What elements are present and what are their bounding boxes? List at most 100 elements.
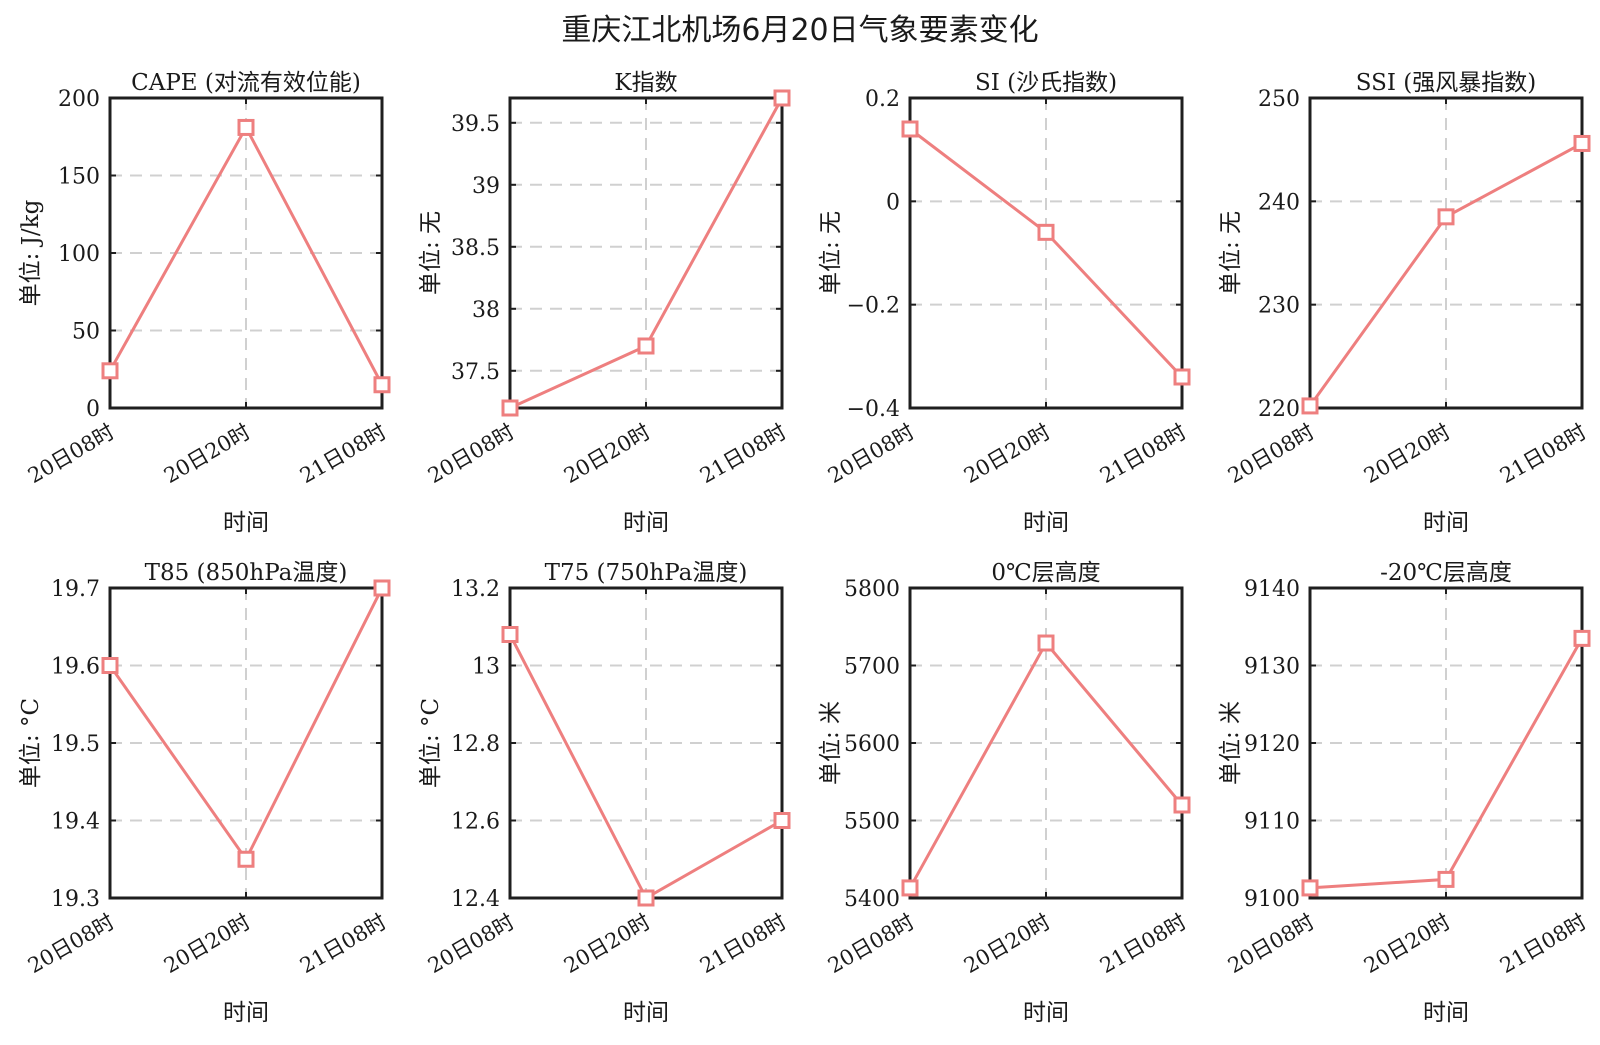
chart-title: T85 (850hPa温度) bbox=[145, 560, 348, 586]
x-axis-label: 时间 bbox=[223, 1000, 269, 1026]
y-axis-label: 单位: J/kg bbox=[18, 199, 44, 306]
plot-frame bbox=[908, 96, 1184, 410]
plot-frame bbox=[108, 586, 384, 900]
data-point-marker bbox=[1037, 634, 1055, 652]
y-axis-label: 单位: 无 bbox=[418, 211, 444, 295]
y-tick-label: 19.4 bbox=[51, 810, 100, 835]
y-tick-label: 5500 bbox=[844, 810, 900, 835]
x-tick-label: 20日08时 bbox=[824, 910, 919, 979]
data-point-marker bbox=[901, 120, 919, 138]
data-point-marker bbox=[1173, 368, 1191, 386]
y-tick-label: 240 bbox=[1258, 190, 1300, 215]
x-tick-label: 20日08时 bbox=[1224, 420, 1319, 489]
x-tick-label: 21日08时 bbox=[1096, 420, 1191, 489]
x-tick-label: 20日20时 bbox=[160, 420, 255, 489]
y-tick-label: 12.8 bbox=[451, 732, 500, 757]
data-point-marker bbox=[1573, 629, 1591, 647]
y-tick-label: 9130 bbox=[1244, 655, 1300, 680]
plot-frame bbox=[108, 96, 384, 410]
data-point-marker bbox=[237, 118, 255, 136]
y-tick-label: 9100 bbox=[1244, 887, 1300, 912]
chart-title: K指数 bbox=[614, 70, 677, 96]
x-axis-label: 时间 bbox=[623, 1000, 669, 1026]
x-axis-label: 时间 bbox=[623, 510, 669, 536]
data-point-marker bbox=[101, 362, 119, 380]
data-point-marker bbox=[637, 889, 655, 907]
chart-panel-6: 12.4 12.6 12.8 13 13.2 20日08时 20日20时 21日08时 T75 … bbox=[418, 560, 791, 1026]
x-axis-label: 时间 bbox=[223, 510, 269, 536]
y-tick-label: −0.4 bbox=[847, 397, 900, 422]
data-point-marker bbox=[501, 399, 519, 417]
x-tick-label: 20日20时 bbox=[160, 910, 255, 979]
data-point-marker bbox=[1173, 796, 1191, 814]
data-point-marker bbox=[637, 337, 655, 355]
y-tick-label: 19.7 bbox=[51, 577, 100, 602]
plot-frame bbox=[508, 96, 784, 410]
x-tick-label: 21日08时 bbox=[696, 420, 791, 489]
y-tick-label: −0.2 bbox=[847, 294, 900, 319]
y-tick-label: 39.5 bbox=[451, 112, 500, 137]
data-point-marker bbox=[1301, 397, 1319, 415]
x-axis-label: 时间 bbox=[1023, 1000, 1069, 1026]
chart-title: SI (沙氏指数) bbox=[975, 70, 1117, 96]
y-axis-label: 单位: 无 bbox=[818, 211, 844, 295]
x-tick-label: 20日20时 bbox=[960, 910, 1055, 979]
y-tick-label: 9120 bbox=[1244, 732, 1300, 757]
chart-panel-5: 19.3 19.4 19.5 19.6 19.7 20日08时 20日20时 21日08时 T8… bbox=[18, 560, 391, 1026]
x-tick-label: 20日08时 bbox=[24, 910, 119, 979]
data-point-marker bbox=[1437, 870, 1455, 888]
y-axis-label: 单位: 无 bbox=[1218, 211, 1244, 295]
x-tick-label: 20日20时 bbox=[1360, 420, 1455, 489]
x-axis-label: 时间 bbox=[1423, 510, 1469, 536]
y-tick-label: 19.6 bbox=[51, 655, 100, 680]
y-tick-label: 220 bbox=[1258, 397, 1300, 422]
x-tick-label: 20日08时 bbox=[424, 910, 519, 979]
x-tick-label: 20日08时 bbox=[1224, 910, 1319, 979]
x-tick-label: 20日08时 bbox=[24, 420, 119, 489]
y-tick-label: 37.5 bbox=[451, 360, 500, 385]
x-tick-label: 21日08时 bbox=[1496, 420, 1591, 489]
y-tick-label: 0 bbox=[886, 190, 900, 215]
y-tick-label: 250 bbox=[1258, 87, 1300, 112]
y-axis-label: 单位: °C bbox=[18, 698, 44, 788]
y-tick-label: 5700 bbox=[844, 655, 900, 680]
y-tick-label: 230 bbox=[1258, 294, 1300, 319]
y-axis-label: 单位: 米 bbox=[818, 701, 844, 785]
data-point-marker bbox=[1301, 879, 1319, 897]
y-tick-label: 38 bbox=[472, 298, 500, 323]
plot-frame bbox=[908, 586, 1184, 900]
chart-title: SSI (强风暴指数) bbox=[1356, 70, 1536, 96]
x-tick-label: 20日08时 bbox=[424, 420, 519, 489]
x-tick-label: 20日08时 bbox=[824, 420, 919, 489]
data-point-marker bbox=[501, 626, 519, 643]
chart-panel-4: 220 230 240 250 20日08时 20日20时 21日08时 SSI (强风暴指数… bbox=[1218, 70, 1591, 536]
y-tick-label: 0 bbox=[86, 397, 100, 422]
y-tick-label: 5800 bbox=[844, 577, 900, 602]
y-tick-label: 9110 bbox=[1244, 810, 1300, 835]
x-tick-label: 21日08时 bbox=[1496, 910, 1591, 979]
x-tick-label: 21日08时 bbox=[296, 910, 391, 979]
x-tick-label: 20日20时 bbox=[560, 910, 655, 979]
x-tick-label: 20日20时 bbox=[960, 420, 1055, 489]
chart-panel-3: −0.4 −0.2 0 0.2 20日08时 20日20时 21日08时 SI (沙氏指数) 时… bbox=[818, 70, 1191, 536]
y-tick-label: 5600 bbox=[844, 732, 900, 757]
data-point-marker bbox=[373, 579, 391, 597]
chart-title: T75 (750hPa温度) bbox=[545, 560, 748, 586]
x-axis-label: 时间 bbox=[1023, 510, 1069, 536]
data-point-marker bbox=[773, 89, 791, 107]
chart-title: -20℃层高度 bbox=[1380, 560, 1512, 586]
y-tick-label: 5400 bbox=[844, 887, 900, 912]
x-tick-label: 20日20时 bbox=[1360, 910, 1455, 979]
y-tick-label: 100 bbox=[58, 242, 100, 267]
y-tick-label: 150 bbox=[58, 165, 100, 190]
x-tick-label: 20日20时 bbox=[560, 420, 655, 489]
chart-title: 0℃层高度 bbox=[991, 560, 1100, 586]
y-tick-label: 0.2 bbox=[865, 87, 900, 112]
y-axis-label: 单位: 米 bbox=[1218, 701, 1244, 785]
x-tick-label: 21日08时 bbox=[296, 420, 391, 489]
y-tick-label: 13 bbox=[472, 655, 500, 680]
data-point-marker bbox=[1573, 134, 1591, 152]
data-point-marker bbox=[101, 657, 119, 674]
x-tick-label: 21日08时 bbox=[1096, 910, 1191, 979]
